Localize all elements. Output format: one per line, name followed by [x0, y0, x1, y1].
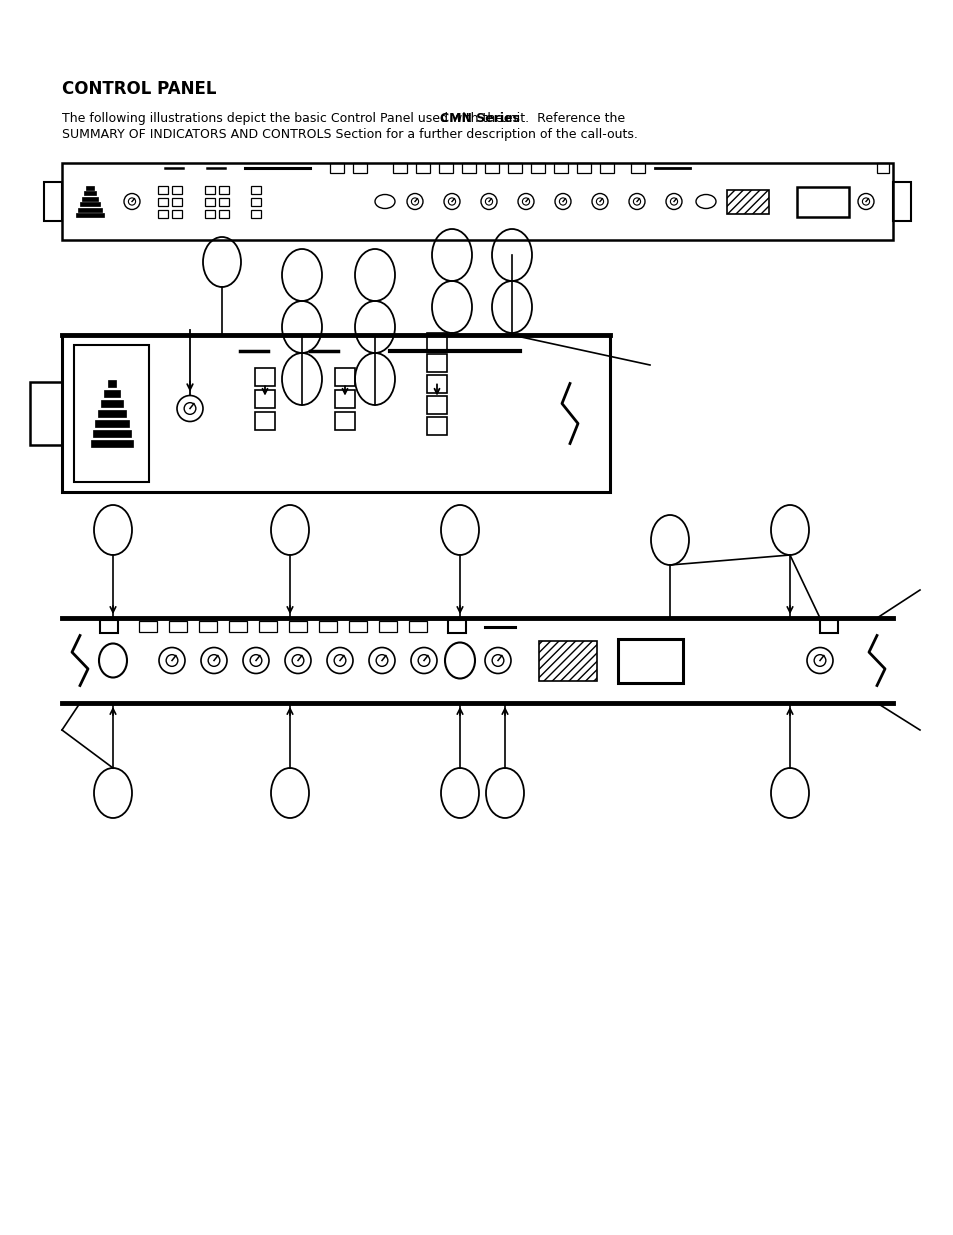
Bar: [484, 163, 498, 173]
Bar: [427, 395, 447, 414]
Bar: [427, 353, 447, 372]
Bar: [100, 400, 122, 408]
Bar: [335, 368, 355, 385]
Bar: [577, 163, 590, 173]
Bar: [409, 621, 427, 632]
Bar: [172, 185, 182, 194]
Text: The following illustrations depict the basic Control Panel used with the: The following illustrations depict the b…: [62, 112, 506, 125]
Text: CONTROL PANEL: CONTROL PANEL: [62, 80, 216, 98]
Text: unit.  Reference the: unit. Reference the: [497, 112, 624, 125]
Bar: [251, 185, 261, 194]
Bar: [289, 621, 307, 632]
Bar: [103, 390, 119, 396]
Bar: [427, 416, 447, 435]
Bar: [254, 411, 274, 430]
Bar: [335, 389, 355, 408]
Bar: [76, 214, 104, 217]
Bar: [531, 163, 544, 173]
Bar: [80, 203, 100, 206]
Bar: [538, 641, 597, 680]
Bar: [219, 210, 229, 217]
Bar: [92, 430, 131, 437]
Bar: [251, 198, 261, 205]
Bar: [74, 345, 149, 482]
Bar: [349, 621, 367, 632]
Bar: [158, 210, 168, 217]
Bar: [30, 382, 62, 445]
Bar: [393, 163, 407, 173]
Bar: [108, 380, 115, 387]
Bar: [438, 163, 453, 173]
Bar: [44, 183, 62, 221]
Bar: [378, 621, 396, 632]
Bar: [172, 198, 182, 205]
Bar: [158, 185, 168, 194]
Bar: [630, 163, 644, 173]
Bar: [158, 198, 168, 205]
Bar: [205, 198, 214, 205]
Bar: [251, 210, 261, 217]
Text: SUMMARY OF INDICATORS AND CONTROLS Section for a further description of the call: SUMMARY OF INDICATORS AND CONTROLS Secti…: [62, 128, 638, 141]
Bar: [219, 198, 229, 205]
Text: CMN Series: CMN Series: [439, 112, 519, 125]
Bar: [427, 332, 447, 351]
Bar: [599, 163, 614, 173]
Bar: [84, 191, 96, 195]
Bar: [892, 183, 910, 221]
Bar: [820, 620, 837, 634]
Bar: [205, 210, 214, 217]
Bar: [618, 638, 682, 683]
Bar: [169, 621, 187, 632]
Bar: [78, 207, 102, 211]
Bar: [507, 163, 521, 173]
Bar: [139, 621, 157, 632]
Bar: [353, 163, 367, 173]
Bar: [100, 620, 118, 634]
Bar: [219, 185, 229, 194]
Bar: [318, 621, 336, 632]
Bar: [86, 185, 94, 190]
Bar: [172, 210, 182, 217]
Bar: [254, 368, 274, 385]
Bar: [427, 374, 447, 393]
Bar: [796, 186, 848, 216]
Bar: [554, 163, 567, 173]
Bar: [461, 163, 476, 173]
Bar: [62, 163, 892, 240]
Bar: [416, 163, 430, 173]
Bar: [876, 163, 888, 173]
Bar: [205, 185, 214, 194]
Bar: [91, 440, 132, 447]
Bar: [726, 189, 768, 214]
Bar: [94, 420, 129, 427]
Bar: [254, 389, 274, 408]
Bar: [335, 411, 355, 430]
Bar: [199, 621, 216, 632]
Bar: [258, 621, 276, 632]
Bar: [97, 410, 126, 417]
Bar: [229, 621, 247, 632]
Bar: [82, 196, 98, 201]
Bar: [448, 620, 465, 634]
Bar: [330, 163, 344, 173]
Bar: [62, 335, 609, 492]
